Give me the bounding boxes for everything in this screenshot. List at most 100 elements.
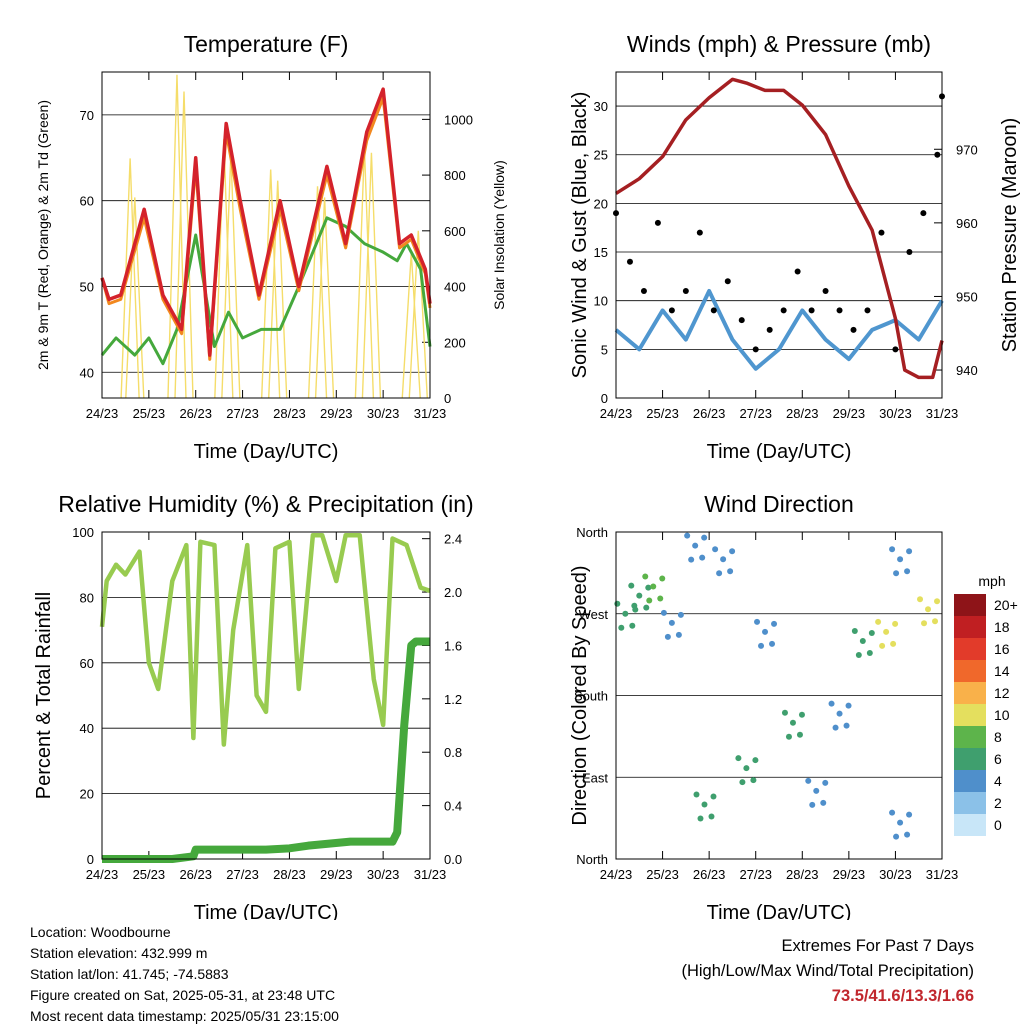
y2-tick-label: 800 [444, 168, 466, 183]
y2-tick-label: 2.4 [444, 532, 462, 547]
series-line [614, 288, 944, 371]
y2-tick-label: 970 [956, 142, 978, 157]
direction-point [684, 532, 691, 539]
gust-point [822, 287, 829, 294]
x-tick-label: 31/23 [414, 406, 447, 421]
direction-point [832, 724, 839, 731]
legend-swatch [954, 682, 986, 704]
x-tick-label: 26/23 [179, 867, 212, 882]
direction-point [645, 584, 652, 591]
direction-point [688, 556, 695, 563]
x-tick-label: 30/23 [879, 867, 912, 882]
figure-created: Figure created on Sat, 2025-05-31, at 23… [30, 987, 336, 1003]
direction-point [785, 733, 792, 740]
x-tick-label: 29/23 [320, 406, 353, 421]
x-tick-label: 26/23 [693, 867, 726, 882]
y2-tick-label: 1.6 [444, 638, 462, 653]
y-tick-label: 40 [80, 721, 94, 736]
y2-tick-label: 2.0 [444, 585, 462, 600]
direction-point [875, 618, 882, 625]
legend-label: 20+ [994, 597, 1018, 613]
y-tick-label: 60 [80, 656, 94, 671]
y-tick-label: 10 [594, 294, 608, 309]
y-tick-label: 15 [594, 245, 608, 260]
meteogram-figure: Temperature (F) Time (Day/UTC) 2m & 9m T (… [33, 31, 1021, 920]
direction-point [629, 622, 636, 629]
wind-direction-panel: Wind Direction Time (Day/UTC) Direction (C… [569, 491, 958, 920]
legend-label: 0 [994, 817, 1002, 833]
direction-point [628, 582, 635, 589]
direction-point [893, 570, 900, 577]
legend-label: 2 [994, 795, 1002, 811]
y2-tick-label: 0.0 [444, 852, 462, 867]
gust-point [906, 249, 913, 256]
x-axis-label: Time (Day/UTC) [707, 902, 852, 920]
legend-swatch [954, 616, 986, 638]
series-line [100, 96, 432, 361]
direction-point [904, 568, 911, 575]
y-tick-label: 0 [601, 391, 608, 406]
direction-point [893, 833, 900, 840]
direction-point [868, 630, 875, 636]
direction-point [659, 575, 666, 582]
direction-point [758, 642, 765, 649]
direction-point [813, 787, 820, 794]
chart-title: Relative Humidity (%) & Precipitation (i… [58, 491, 473, 517]
direction-point [866, 650, 873, 656]
plot-frame [615, 71, 943, 399]
direction-point [697, 815, 704, 822]
x-tick-label: 25/23 [646, 867, 679, 882]
series-line [100, 216, 432, 366]
y-tick-label: 20 [594, 196, 608, 211]
direction-point [836, 710, 843, 717]
chart-title: Temperature (F) [184, 31, 349, 57]
y-tick-label: 50 [80, 279, 94, 294]
legend-swatch [954, 748, 986, 770]
x-axis-label: Time (Day/UTC) [194, 902, 339, 920]
y-tick-label: 20 [80, 787, 94, 802]
plot-frame [101, 71, 431, 399]
direction-point [851, 628, 858, 634]
station-latlon: Station lat/lon: 41.745; -74.5883 [30, 966, 229, 982]
direction-point [660, 609, 667, 616]
direction-point [618, 624, 625, 631]
x-tick-label: 26/23 [179, 406, 212, 421]
x-tick-label: 24/23 [600, 406, 633, 421]
x-tick-label: 29/23 [833, 406, 866, 421]
solar-spike [361, 152, 382, 399]
y-axis-label: Direction (Colored By Speed) [569, 565, 591, 825]
y2-tick-label: 1000 [444, 112, 473, 127]
legend-swatch [954, 638, 986, 660]
y-tick-label: 80 [80, 590, 94, 605]
direction-point [917, 596, 924, 603]
legend-label: 8 [994, 729, 1002, 745]
direction-point [729, 548, 736, 555]
direction-point [643, 604, 650, 611]
y-tick-label: 60 [80, 194, 94, 209]
humidity-precip-panel: Relative Humidity (%) & Precipitation (i… [33, 491, 474, 920]
y-tick-label: 5 [601, 342, 608, 357]
x-tick-label: 27/23 [226, 867, 259, 882]
wind-speed-legend: mph 20+ 18 16 14 12 10 8 6 4 2 0 [954, 573, 1018, 836]
solar-spike [408, 230, 428, 399]
direction-point [890, 640, 897, 647]
y-axis-label: Percent & Total Rainfall [33, 592, 55, 800]
direction-point [668, 619, 675, 626]
direction-point [720, 556, 727, 563]
extremes-values: 73.5/41.6/13.3/1.66 [831, 987, 974, 1005]
solar-spike [314, 197, 335, 399]
legend-label: 6 [994, 751, 1002, 767]
direction-point [925, 606, 932, 613]
direction-point [879, 642, 886, 649]
direction-point [622, 610, 629, 617]
direction-point [845, 702, 852, 709]
gust-point [766, 326, 773, 333]
solar-spike [120, 158, 140, 399]
x-tick-label: 27/23 [739, 406, 772, 421]
direction-point [642, 573, 649, 580]
x-tick-label: 28/23 [273, 406, 306, 421]
direction-point [828, 700, 835, 707]
gust-point [696, 229, 703, 236]
extremes-title: Extremes For Past 7 Days [781, 937, 974, 955]
direction-point [664, 633, 671, 640]
